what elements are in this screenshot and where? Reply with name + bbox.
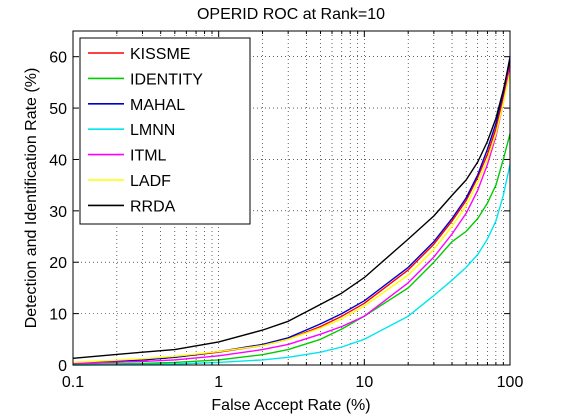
series-line-lmnn xyxy=(72,164,511,366)
legend-label-mahal: MAHAL xyxy=(130,97,185,114)
legend-label-kissme: KISSME xyxy=(130,46,190,63)
y-tick-label: 20 xyxy=(49,255,67,272)
chart-title: OPERID ROC at Rank=10 xyxy=(197,6,385,23)
legend: KISSME IDENTITY MAHAL LMNN ITML LADF RRDA xyxy=(79,37,251,225)
x-axis-label: False Accept Rate (%) xyxy=(211,397,370,414)
series-line-identity xyxy=(72,133,511,366)
y-tick-label: 10 xyxy=(49,307,67,324)
legend-box xyxy=(79,37,251,225)
series-layer xyxy=(72,56,511,366)
y-tick-label: 30 xyxy=(49,204,67,221)
y-tick-label: 60 xyxy=(49,50,67,67)
y-tick-label: 0 xyxy=(58,358,67,375)
legend-label-lmnn: LMNN xyxy=(130,122,175,139)
legend-label-rrda: RRDA xyxy=(130,198,176,215)
ticks: 0.1 1 10 100 0 10 20 30 40 50 60 xyxy=(49,31,523,391)
x-tick-label: 0.1 xyxy=(62,374,84,391)
series-line-itml xyxy=(72,66,511,365)
plot-frame xyxy=(72,30,511,366)
x-tick-label: 1 xyxy=(214,374,223,391)
legend-label-itml: ITML xyxy=(130,148,167,165)
x-tick-label: 100 xyxy=(497,374,524,391)
y-tick-label: 40 xyxy=(49,152,67,169)
x-tick-label: 10 xyxy=(355,374,373,391)
series-line-rrda xyxy=(72,59,511,359)
series-line-ladf xyxy=(72,71,511,364)
y-tick-label: 50 xyxy=(49,101,67,118)
legend-label-ladf: LADF xyxy=(130,173,171,190)
legend-label-identity: IDENTITY xyxy=(130,71,203,88)
y-axis-label: Detection and Identification Rate (%) xyxy=(23,68,40,329)
